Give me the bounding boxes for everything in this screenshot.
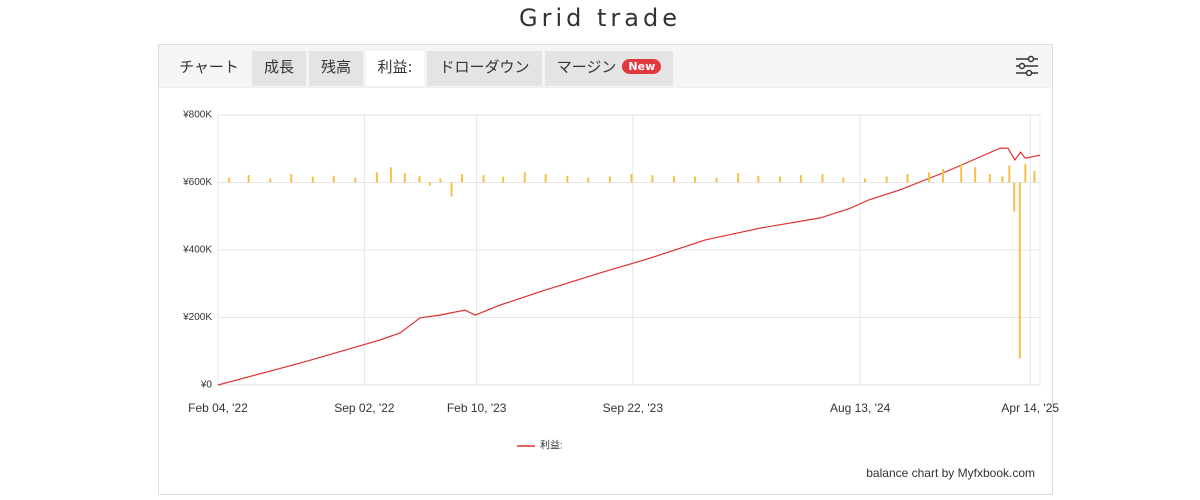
- bar: [544, 174, 547, 183]
- line: [217, 147, 1041, 386]
- bar: [1018, 182, 1021, 359]
- y-tick-label: ¥800K: [182, 110, 212, 121]
- y-tick-label: ¥400K: [182, 245, 212, 256]
- bar: [651, 175, 654, 183]
- bar: [757, 175, 760, 183]
- tab[interactable]: 成長: [252, 51, 306, 86]
- bar: [354, 177, 357, 183]
- tab[interactable]: ドローダウン: [427, 51, 542, 86]
- x-tick-label: Feb 04, '22: [188, 401, 248, 415]
- bar: [960, 163, 963, 183]
- bar: [290, 174, 293, 183]
- y-tick-label: ¥200K: [182, 312, 212, 323]
- tab[interactable]: マージン New: [545, 51, 673, 86]
- bar: [630, 174, 633, 183]
- bar: [332, 175, 335, 183]
- x-tick-label: Sep 02, '22: [334, 401, 395, 415]
- tab[interactable]: 利益:: [366, 51, 424, 86]
- x-tick-label: Sep 22, '23: [603, 401, 664, 415]
- bar: [672, 175, 675, 183]
- bar: [1024, 163, 1027, 183]
- bar: [311, 176, 314, 183]
- bar: [799, 175, 802, 183]
- bar: [450, 182, 453, 197]
- bar: [885, 176, 888, 183]
- new-badge: New: [622, 59, 662, 74]
- bar: [693, 176, 696, 183]
- bar: [1001, 176, 1004, 183]
- bar: [502, 176, 505, 183]
- bar: [821, 174, 824, 183]
- bar: [523, 172, 526, 183]
- bar: [715, 177, 718, 183]
- bar: [1008, 165, 1011, 183]
- bar: [403, 173, 406, 183]
- y-tick-label: ¥600K: [182, 177, 212, 188]
- legend-label: 利益:: [540, 439, 563, 452]
- bar: [389, 167, 392, 183]
- tab-label: マージン: [556, 58, 617, 76]
- tab-bar: チャート 成長 残高 利益: ドローダウン マージン New: [159, 45, 1052, 88]
- bar: [864, 178, 867, 183]
- x-tick-label: Apr 14, '25: [1001, 401, 1059, 415]
- bar: [587, 177, 590, 183]
- y-tick-label: ¥0: [200, 380, 213, 391]
- bar: [269, 178, 272, 183]
- bar: [988, 174, 991, 183]
- bar: [737, 173, 740, 183]
- bar: [228, 177, 231, 183]
- bar: [566, 175, 569, 183]
- tab[interactable]: チャート: [179, 58, 239, 76]
- bar: [942, 169, 945, 183]
- credit: balance chart by Myfxbook.com: [866, 466, 1035, 480]
- bar: [428, 182, 431, 186]
- bar: [418, 175, 421, 183]
- bar: [906, 174, 909, 183]
- bar: [439, 178, 442, 183]
- settings-icon[interactable]: [1015, 54, 1039, 78]
- x-tick-label: Aug 13, '24: [830, 401, 891, 415]
- bar: [842, 177, 845, 183]
- bar: [928, 172, 931, 183]
- bar: [247, 175, 250, 183]
- bar: [974, 167, 977, 183]
- bar: [482, 175, 485, 183]
- chart-panel: チャート 成長 残高 利益: ドローダウン マージン New: [158, 44, 1053, 495]
- bar: [1033, 170, 1036, 183]
- bar: [1013, 182, 1016, 212]
- x-tick-label: Feb 10, '23: [447, 401, 507, 415]
- bar: [461, 174, 464, 183]
- bar: [608, 176, 611, 183]
- bar: [375, 172, 378, 183]
- bar: [778, 176, 781, 183]
- chart-title: Grid trade: [519, 4, 681, 32]
- tab[interactable]: 残高: [309, 51, 363, 86]
